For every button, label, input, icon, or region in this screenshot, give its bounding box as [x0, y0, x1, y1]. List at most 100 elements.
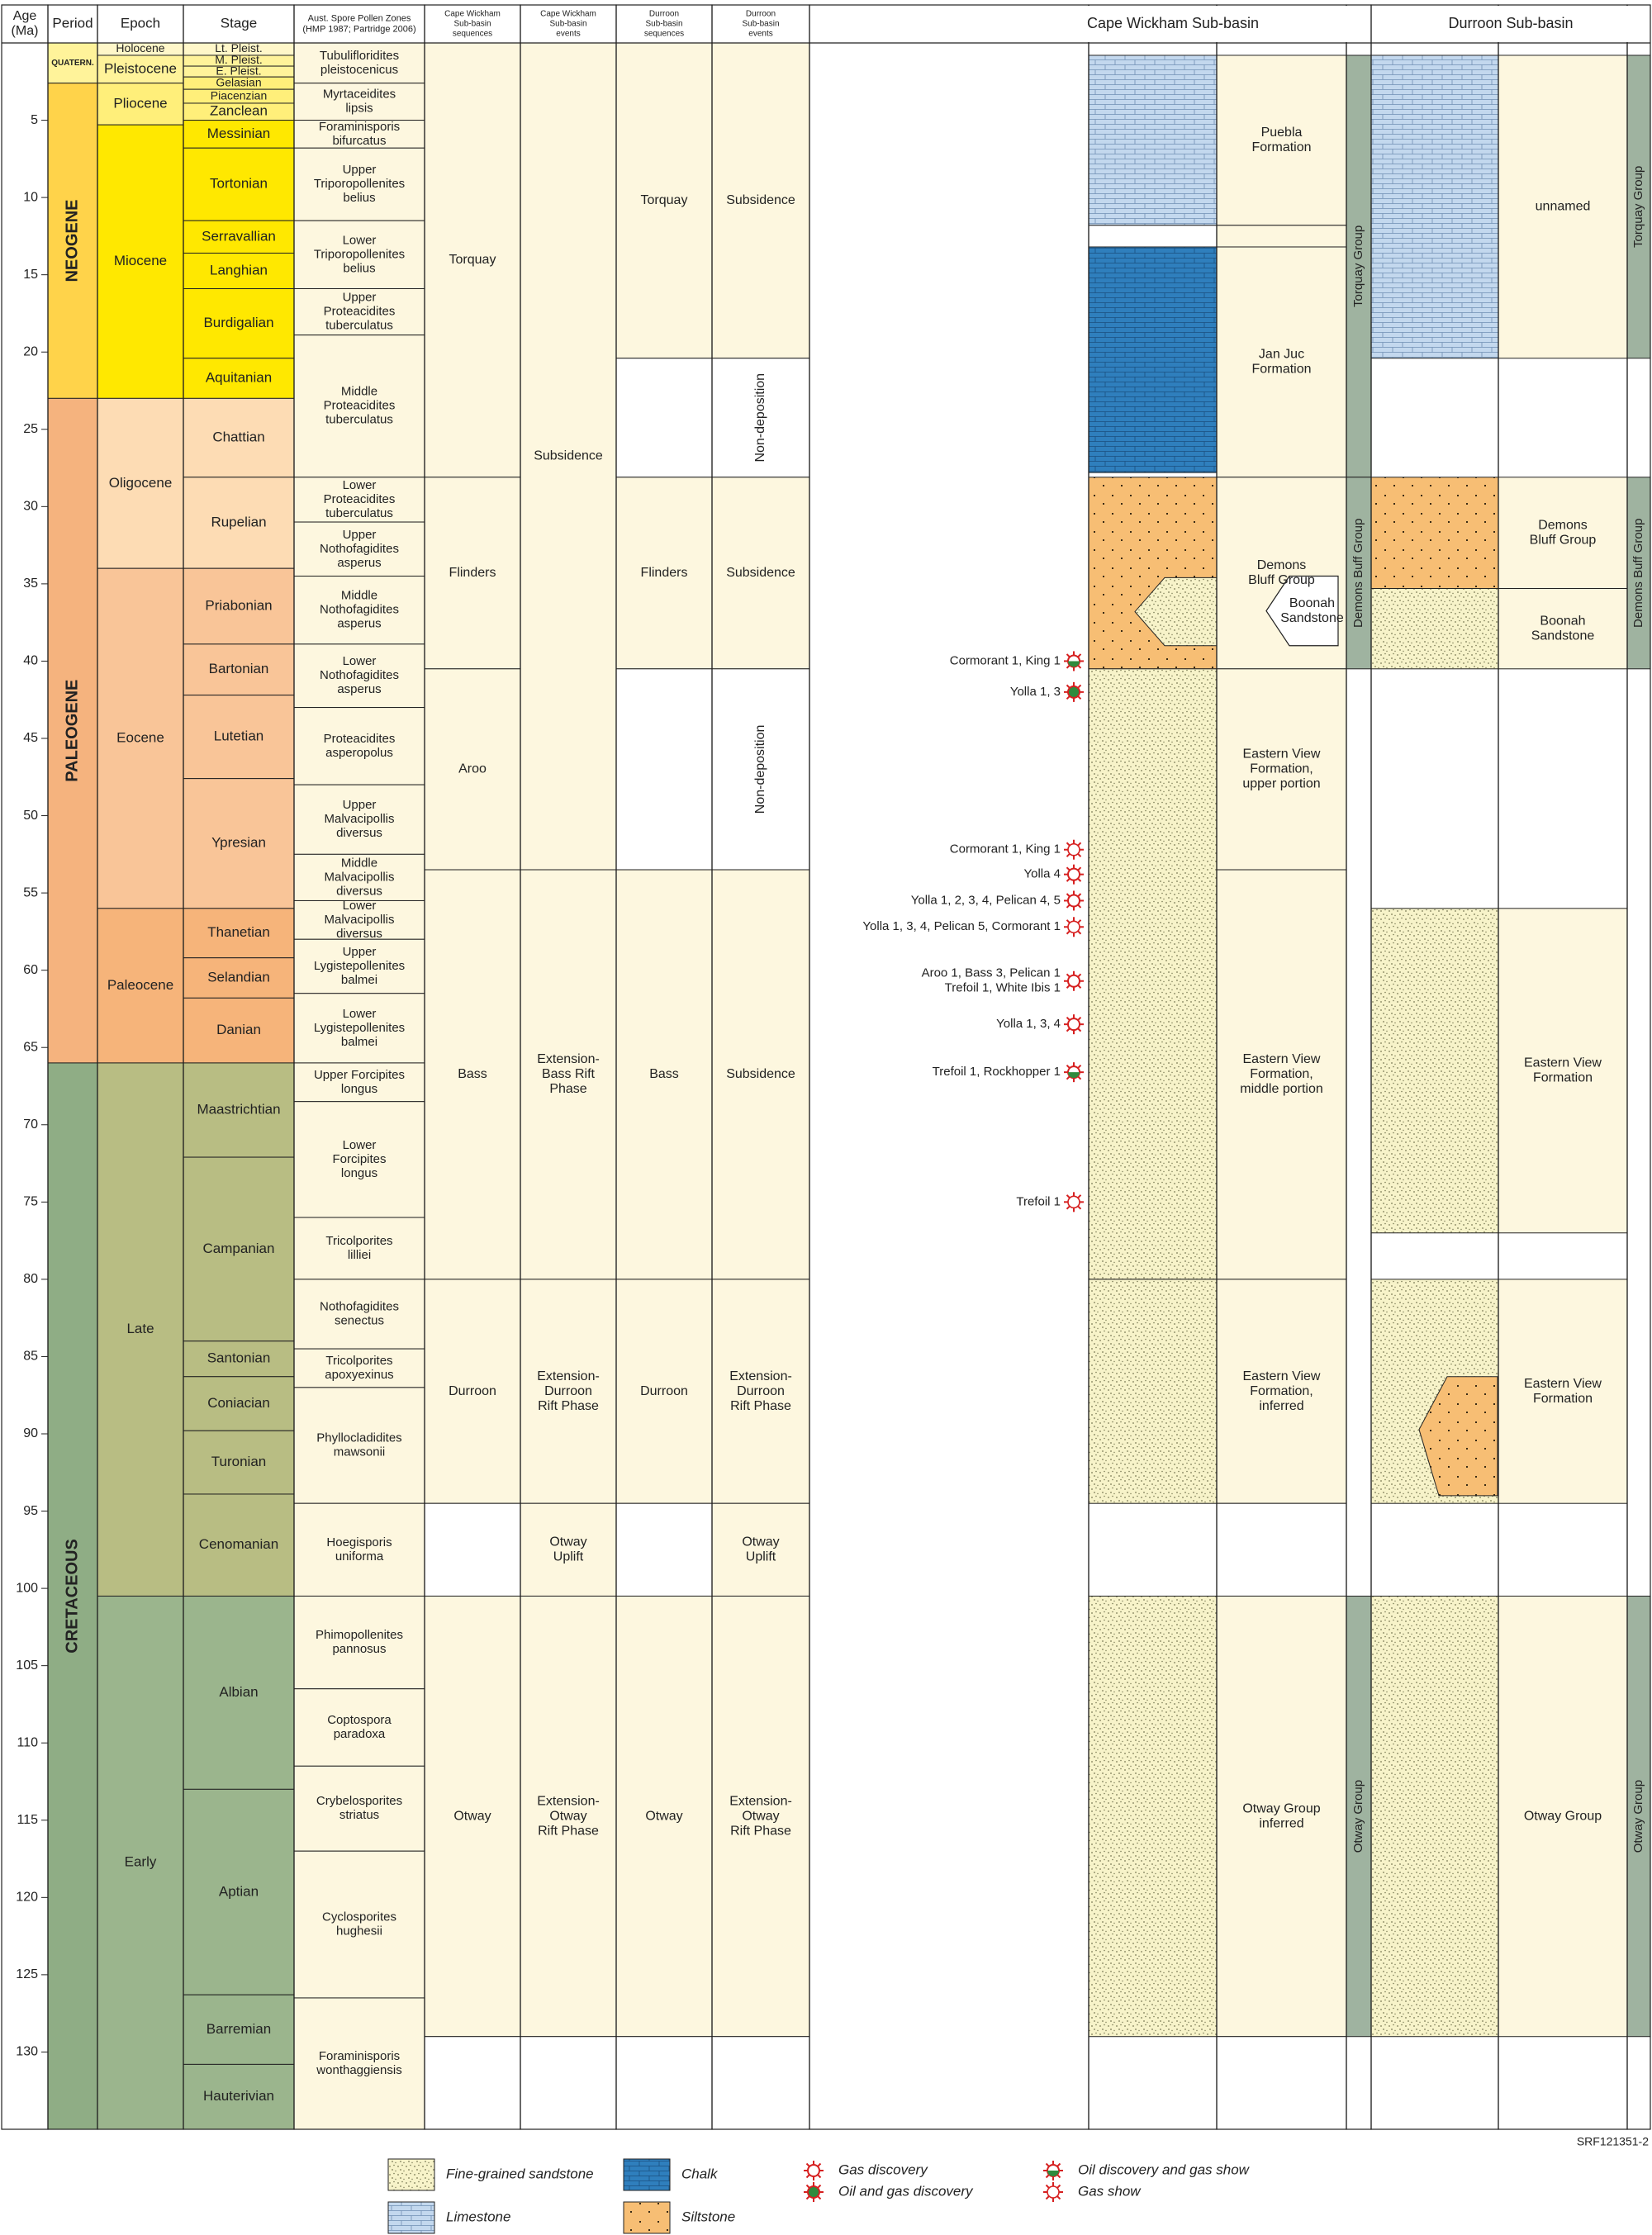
pollen-zone-label: Tricolporites: [325, 1354, 392, 1368]
cw-group-label: Torquay Group: [1351, 225, 1365, 307]
stage-cell: [183, 1156, 295, 1342]
stage-label: Ypresian: [211, 835, 266, 851]
durroon-group-label: Otway Group: [1631, 1780, 1645, 1853]
cw-sequence-cell: [424, 42, 521, 478]
pollen-zone-label: Upper: [343, 528, 377, 542]
age-tick-label: 120: [16, 1891, 38, 1905]
pollen-zone-label: Middle: [341, 385, 377, 399]
age-tick-label: 25: [23, 422, 38, 436]
age-axis-column: [1, 42, 49, 2130]
cw-sequence-label: Otway: [453, 1809, 491, 1823]
durroon-event-label: Durroon: [737, 1384, 785, 1398]
legend-swatch-chalk: [623, 2158, 671, 2191]
stage-cell: [183, 1341, 295, 1378]
pollen-zone-label: lilliei: [348, 1248, 371, 1262]
age-tick-label: 50: [23, 809, 38, 823]
well-label: Trefoil 1: [1016, 1194, 1061, 1208]
pollen-zone-label: asperus: [337, 556, 381, 570]
pollen-zone-label: longus: [341, 1082, 377, 1096]
durroon-sequence-cell: [615, 2036, 713, 2130]
well-label: Trefoil 1, Rockhopper 1: [933, 1065, 1061, 1079]
cw-formation-label: Eastern View: [1243, 1052, 1321, 1066]
half: [1068, 661, 1080, 667]
durroon-group-label: Torquay Group: [1631, 166, 1645, 248]
stage-label: Gelasian: [216, 75, 261, 88]
well-label: Yolla 4: [1024, 867, 1061, 881]
disc: [1067, 685, 1080, 699]
pollen-zone-label: Lygistepollenites: [314, 959, 405, 973]
durroon-event-cell: [711, 869, 810, 1280]
disc: [807, 2164, 820, 2177]
oil-gas-show-icon: [1043, 2161, 1063, 2180]
epoch-cell: [97, 567, 184, 909]
pollen-zone-label: Upper: [343, 798, 377, 812]
pollen-zone-cell: [293, 993, 425, 1064]
cw-sequence-cell: [424, 869, 521, 1280]
pollen-zone-cell: [293, 1595, 425, 1690]
age-tick-label: 90: [23, 1426, 38, 1440]
stage-label: Tortonian: [210, 176, 268, 192]
durroon-sequence-cell: [615, 668, 713, 871]
ray: [1045, 2184, 1050, 2189]
epoch-label: Eocene: [116, 729, 164, 745]
pollen-zone-cell: [293, 784, 425, 855]
pollen-zone-label: pleistocenicus: [320, 63, 398, 77]
age-tick-label: 105: [16, 1658, 38, 1673]
pollen-zone-label: Crybelosporites: [316, 1794, 402, 1808]
durroon-event-label: Subsidence: [726, 1067, 795, 1081]
header-durroon-events: events: [748, 30, 772, 39]
cw-formation-label: Formation,: [1250, 762, 1313, 776]
stage-cell: [183, 1788, 295, 1995]
cw-lithology-fine_sandstone: [1088, 668, 1218, 1280]
pollen-zone-label: Phimopollenites: [316, 1628, 403, 1642]
header-pollen: Aust. Spore Pollen Zones: [308, 13, 411, 23]
stage-label: M. Pleist.: [215, 53, 263, 66]
period-label: CRETACEOUS: [63, 1539, 81, 1654]
cw-event-cell: [520, 869, 617, 1280]
pollen-zone-label: Lygistepollenites: [314, 1021, 405, 1035]
pollen-zone-label: bifurcatus: [332, 134, 386, 148]
stage-cell: [183, 397, 295, 478]
legend-label: Oil and gas discovery: [838, 2183, 974, 2199]
well-label: Aroo 1, Bass 3, Pelican 1: [922, 966, 1061, 980]
stage-label: Aptian: [219, 1883, 259, 1899]
pollen-zone-label: Forcipites: [332, 1152, 386, 1166]
header-merge-cw: [810, 6, 1370, 42]
durroon-formation-label: Bluff Group: [1530, 533, 1597, 547]
age-tick-label: 95: [23, 1504, 38, 1518]
pollen-zone-label: Tricolporites: [325, 1234, 392, 1248]
cw-lithology-chalk: [1088, 246, 1218, 473]
ray: [1056, 2195, 1061, 2200]
cw-event-label: Otway: [549, 1535, 586, 1549]
gas-discovery-icon: [1064, 970, 1084, 991]
cw-event-cell: [520, 1595, 617, 2038]
ray: [1077, 1194, 1082, 1199]
legend-label: Siltstone: [681, 2209, 735, 2224]
cw-sequence-cell: [424, 668, 521, 871]
age-tick-label: 80: [23, 1272, 38, 1286]
cw-formation-label: Puebla: [1261, 126, 1303, 140]
durroon-siltstone-wedge: [1418, 1376, 1498, 1497]
pollen-zone-label: Foraminisporis: [319, 2049, 400, 2063]
durroon-event-label: Non-deposition: [753, 373, 767, 463]
stage-label: Bartonian: [209, 661, 269, 676]
pollen-zone-label: belius: [343, 191, 375, 205]
pollen-zone-label: Tubulifloridites: [320, 49, 399, 63]
well-label: Yolla 1, 2, 3, 4, Pelican 4, 5: [911, 893, 1061, 907]
age-tick-label: 125: [16, 1967, 38, 1981]
pollen-zone-label: tuberculatus: [325, 319, 393, 333]
cw-formation-cell: [1216, 2036, 1347, 2130]
header-durroon-events: Sub-basin: [742, 20, 779, 29]
cw-event-cell: [520, 1502, 617, 1597]
durroon-formation-label: Eastern View: [1524, 1377, 1602, 1391]
stage-cell: [183, 220, 295, 254]
cw-sequence-cell: [424, 2036, 521, 2130]
gas-show-icon: [1043, 2182, 1063, 2202]
stage-label: Priabonian: [205, 598, 272, 614]
ray: [1045, 2195, 1050, 2200]
durroon-sequence-cell: [615, 1595, 713, 2038]
disc: [1067, 920, 1080, 934]
cw-group-band: [1346, 55, 1372, 478]
stage-label: Selandian: [207, 970, 270, 985]
boonah-arrow: [1265, 575, 1339, 647]
